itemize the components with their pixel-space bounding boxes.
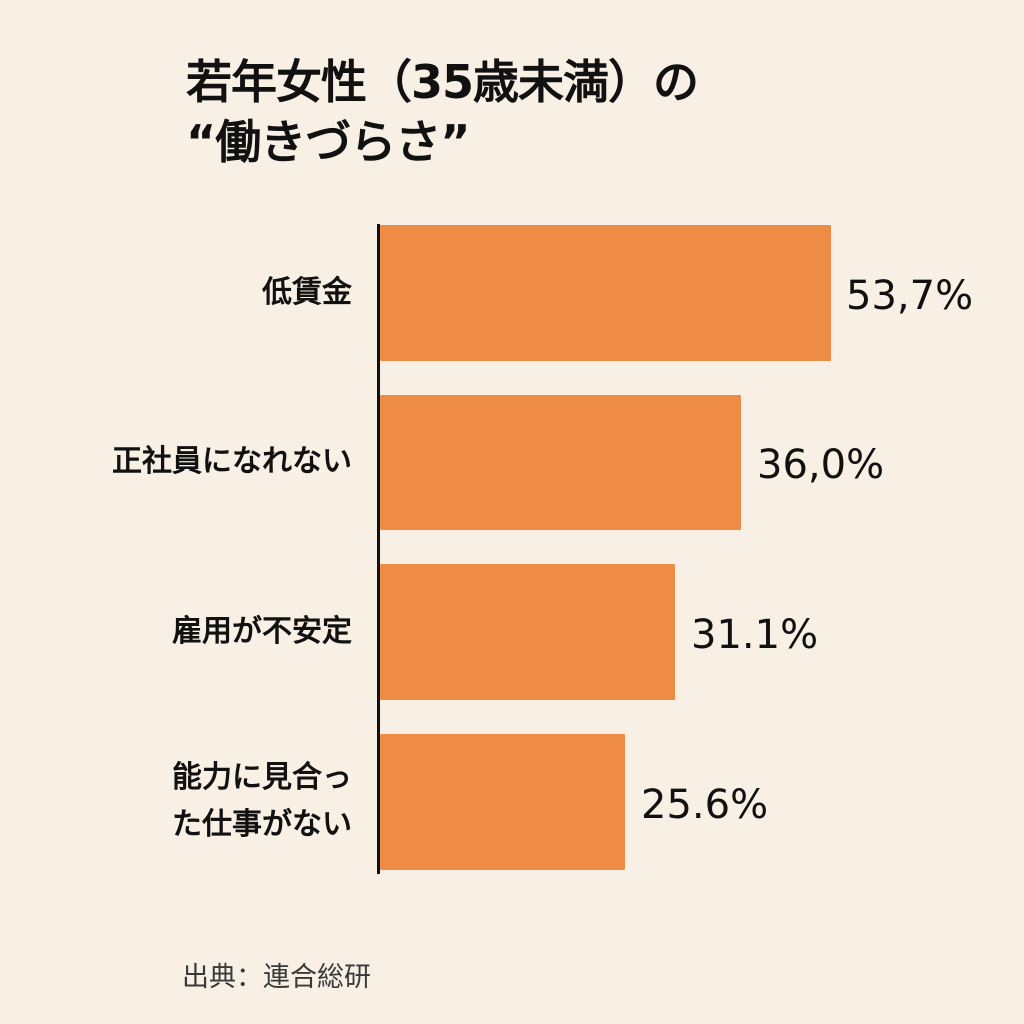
category-label-no-suitable-job-line-1: 能力に見合っ (172, 760, 352, 795)
bar-cannot-become-regular (380, 395, 741, 530)
value-label-unstable-employment: 31.1% (691, 612, 819, 658)
chart-title-line-1: 若年女性（35歳未満）の (186, 55, 699, 109)
bar-no-suitable-job (380, 734, 625, 870)
bar-unstable-employment (380, 564, 675, 700)
chart-title-line-2: “働きづらさ” (186, 115, 470, 169)
category-label-unstable-employment: 雇用が不安定 (172, 614, 352, 649)
value-label-no-suitable-job: 25.6% (641, 782, 769, 828)
value-label-cannot-become-regular: 36,0% (757, 442, 885, 488)
value-label-low-wage: 53,7% (846, 273, 974, 319)
category-label-no-suitable-job-line-2: た仕事がない (172, 807, 352, 842)
category-label-low-wage: 低賃金 (262, 275, 352, 310)
category-label-cannot-become-regular: 正社員になれない (112, 444, 352, 479)
chart-title: 若年女性（35歳未満）の “働きづらさ” (186, 52, 699, 172)
bar-low-wage (380, 225, 831, 361)
source-note: 出典：連合総研 (182, 962, 371, 993)
y-axis-line (377, 224, 380, 874)
